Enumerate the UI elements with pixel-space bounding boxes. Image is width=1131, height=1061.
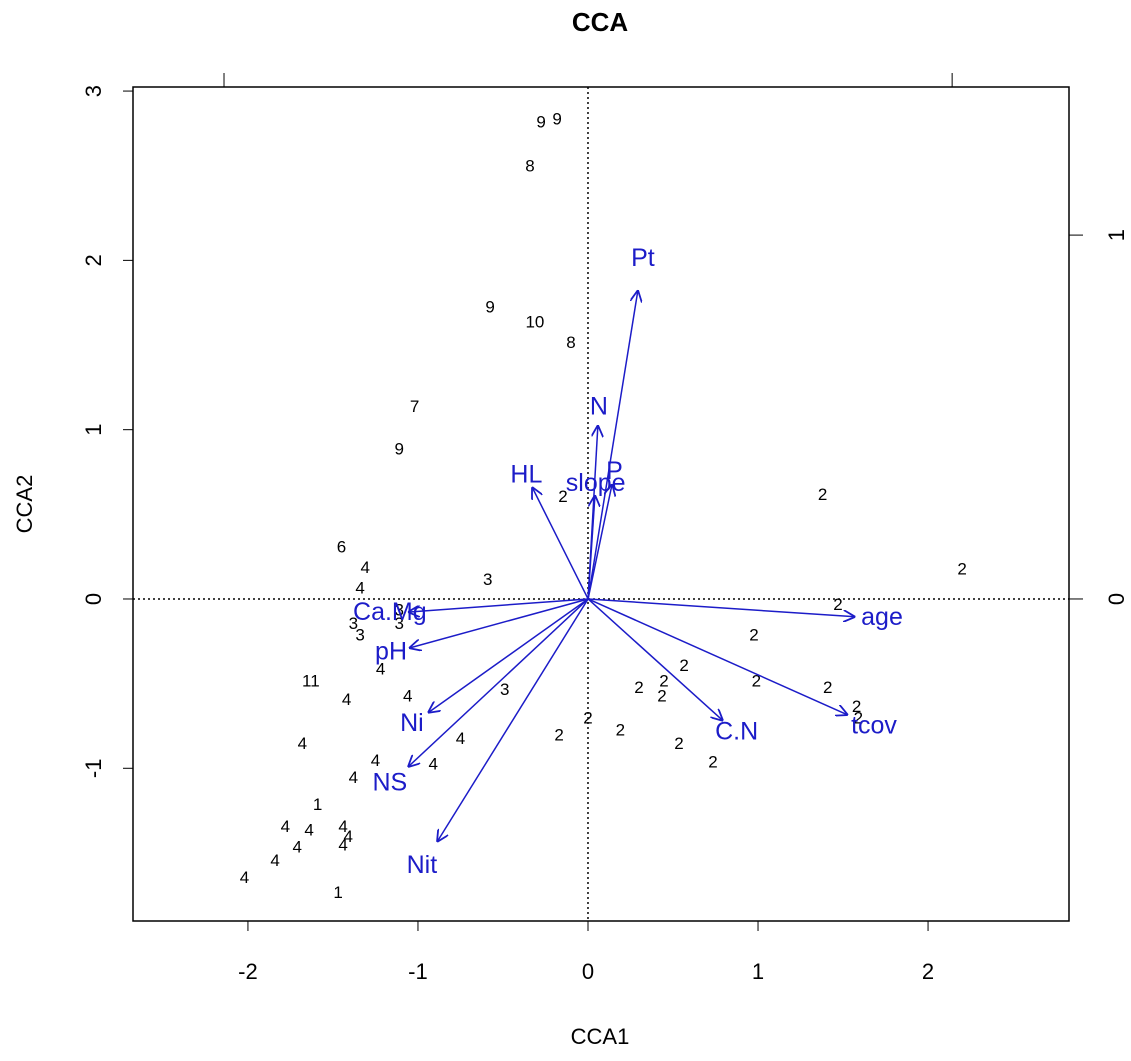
biplot-arrow [408, 598, 589, 767]
site-label: 3 [355, 626, 364, 645]
arrow-label: Nit [407, 851, 438, 879]
biplot-arrow [409, 598, 589, 648]
biplot-arrow [428, 598, 589, 713]
site-label: 7 [410, 397, 419, 416]
site-label: 4 [281, 817, 290, 836]
site-label: 4 [342, 690, 351, 709]
arrow-label: N [590, 392, 608, 420]
site-label: 4 [376, 660, 385, 679]
biplot-arrow [587, 495, 595, 600]
site-label: 2 [679, 656, 688, 675]
site-label: 9 [552, 109, 561, 128]
site-label: 4 [361, 558, 370, 577]
y2-tick-label: 0 [1104, 593, 1129, 605]
site-label: 3 [395, 600, 404, 619]
site-label: 3 [500, 680, 509, 699]
site-label: 4 [456, 729, 465, 748]
site-label: 2 [634, 678, 643, 697]
y-axis-label: CCA2 [12, 475, 37, 534]
x-tick-label: -1 [408, 959, 428, 984]
site-label: 9 [395, 439, 404, 458]
site-label: 4 [298, 734, 307, 753]
y-tick-label: 3 [81, 85, 106, 97]
x-tick-label: 0 [582, 959, 594, 984]
site-label: 9 [485, 297, 494, 316]
y-tick-label: 1 [81, 424, 106, 436]
arrow-label: C.N [715, 718, 758, 746]
site-label: 9 [536, 113, 545, 132]
site-label: 2 [833, 595, 842, 614]
site-label: 2 [583, 709, 592, 728]
site-label: 4 [338, 817, 347, 836]
site-label: 4 [270, 851, 279, 870]
chart-title: CCA [572, 7, 629, 37]
site-label: 4 [240, 868, 249, 887]
biplot-arrow [587, 484, 612, 600]
y-tick-label: 2 [81, 254, 106, 266]
site-label: 4 [403, 687, 412, 706]
arrow-label: Ni [400, 709, 424, 737]
site-label: 2 [554, 726, 563, 745]
x-tick-label: 2 [922, 959, 934, 984]
site-label: 2 [752, 671, 761, 690]
site-label: 2 [708, 753, 717, 772]
biplot-arrow [587, 598, 723, 721]
plot-frame [132, 86, 1070, 922]
arrow-label: age [861, 603, 903, 631]
y-tick-label: 0 [81, 593, 106, 605]
y-tick-label: -1 [81, 759, 106, 779]
site-label: 2 [674, 734, 683, 753]
site-label: 2 [659, 671, 668, 690]
site-label: 2 [852, 697, 861, 716]
site-label: 4 [349, 768, 358, 787]
arrow-label: NS [372, 769, 407, 797]
site-label: 10 [525, 312, 544, 331]
site-label: 11 [302, 671, 320, 690]
site-label: 4 [429, 754, 438, 773]
arrow-label: pH [375, 638, 407, 666]
biplot-arrow [532, 487, 589, 600]
site-label: 6 [337, 538, 346, 557]
biplot-arrow [588, 598, 855, 617]
x-tick-label: -2 [238, 959, 258, 984]
x-tick-label: 1 [752, 959, 764, 984]
site-label: 2 [616, 721, 625, 740]
site-label: 2 [657, 687, 666, 706]
arrow-label: P [606, 457, 623, 485]
site-label: 4 [293, 837, 302, 856]
x-axis-label: CCA1 [571, 1024, 630, 1049]
site-label: 4 [371, 751, 380, 770]
site-label: 2 [823, 678, 832, 697]
site-label: 8 [566, 333, 575, 352]
site-label: 1 [333, 883, 342, 902]
site-label: 1 [313, 795, 322, 814]
site-label: 2 [749, 626, 758, 645]
site-label: 2 [854, 709, 863, 728]
site-label: 3 [483, 570, 492, 589]
site-label: 4 [338, 836, 347, 855]
biplot-arrow [437, 598, 589, 842]
arrow-label: Ca.Mg [353, 598, 427, 626]
site-label: 2 [957, 560, 966, 579]
site-label: 4 [304, 820, 313, 839]
arrow-label: tcov [851, 711, 897, 739]
biplot-arrow [587, 290, 638, 600]
site-label: 2 [818, 485, 827, 504]
site-label: 4 [344, 827, 353, 846]
site-label: 2 [558, 487, 567, 506]
site-label: 8 [525, 157, 534, 176]
arrow-label: Pt [631, 244, 655, 272]
biplot-arrow [408, 598, 589, 612]
y2-tick-label: 1 [1104, 229, 1129, 241]
arrow-label: HL [510, 460, 542, 488]
site-label: 3 [349, 614, 358, 633]
biplot-arrow [587, 598, 848, 715]
site-label: 3 [395, 614, 404, 633]
site-label: 4 [355, 578, 364, 597]
